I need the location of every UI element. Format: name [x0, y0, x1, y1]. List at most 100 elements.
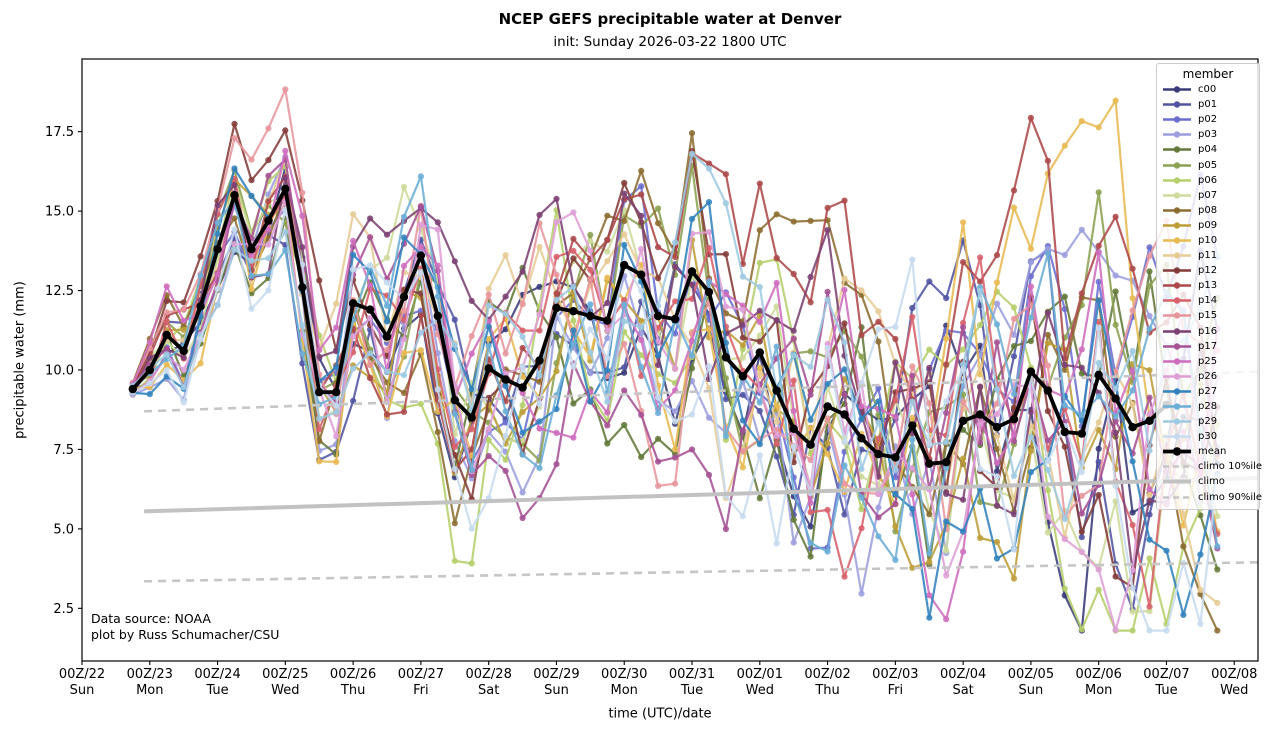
member-p27-marker: [485, 323, 492, 330]
member-p29-marker: [1095, 359, 1102, 366]
member-p25-marker: [909, 491, 916, 498]
member-p29-marker: [672, 239, 679, 246]
member-p13-marker: [638, 191, 645, 198]
member-p01-marker: [1010, 353, 1018, 360]
legend-entry-p17-label: p17: [1198, 340, 1218, 352]
member-c00-marker: [1095, 445, 1102, 452]
member-p26-marker: [502, 370, 509, 377]
legend-entry-p13: p13: [1161, 278, 1255, 293]
member-p14-marker: [621, 297, 628, 304]
member-p12-marker: [621, 179, 628, 187]
member-p25-marker: [553, 429, 560, 436]
member-p26-marker: [722, 303, 730, 310]
member-p29-marker: [502, 310, 509, 317]
legend-entry-p01-label: p01: [1198, 99, 1218, 111]
legend: member c00 p01 p02 p03 p04 p05 p06 p07 p08 p09 p10…: [1156, 63, 1262, 510]
member-p15-marker: [400, 307, 408, 314]
member-p25-marker: [536, 425, 543, 432]
member-p26-marker: [265, 241, 272, 248]
member-p12-marker: [1010, 404, 1018, 411]
member-p09-marker: [824, 440, 831, 447]
member-p04-marker: [655, 435, 662, 442]
legend-entry-p07-label: p07: [1198, 189, 1218, 201]
member-p29-marker: [705, 165, 713, 172]
member-p16-marker: [1061, 361, 1068, 368]
member-p11-marker: [536, 243, 543, 250]
member-p06-marker: [1095, 586, 1102, 593]
member-p17-marker: [1044, 437, 1051, 444]
legend-entry-p15: p15: [1161, 308, 1255, 323]
x-tick-label-day: Sun: [544, 683, 569, 698]
member-p13-marker: [1078, 290, 1085, 297]
member-p30-marker: [1010, 546, 1018, 553]
member-p15-marker: [824, 415, 831, 422]
member-p29-marker: [756, 283, 763, 291]
member-p13-marker: [841, 197, 848, 204]
member-p09-marker: [553, 368, 560, 375]
member-p26-marker: [231, 241, 238, 248]
member-p28-marker: [1044, 250, 1051, 257]
legend-entry-p02-swatch: [1163, 116, 1191, 123]
ensemble-mean-marker: [925, 459, 934, 468]
member-p28-marker: [485, 342, 492, 349]
member-p14-marker: [807, 509, 814, 516]
member-p13-marker: [1044, 157, 1051, 164]
member-p06-marker: [756, 259, 763, 266]
member-p30-marker: [638, 287, 645, 294]
member-p26-marker: [333, 433, 340, 440]
member-p11-marker: [875, 308, 882, 315]
x-tick-label-utc: 00Z/29: [533, 667, 579, 682]
member-p16-marker: [638, 212, 645, 219]
member-p30-marker: [587, 326, 594, 333]
legend-entry-p09-label: p09: [1198, 219, 1218, 231]
member-p25-marker: [333, 324, 340, 331]
member-p27-marker: [333, 364, 340, 371]
legend-entry-p26: p26: [1161, 369, 1255, 384]
member-p13-marker: [265, 198, 272, 205]
ensemble-mean-marker: [721, 353, 731, 362]
member-p29-marker: [807, 363, 814, 370]
member-p28-marker: [1112, 413, 1119, 420]
member-p30-marker: [960, 366, 967, 373]
legend-entry-p01-swatch: [1163, 101, 1191, 108]
member-p12-marker: [417, 290, 424, 297]
member-p30-marker: [841, 439, 848, 446]
ensemble-mean-marker: [620, 260, 629, 270]
member-p25-marker: [282, 147, 289, 154]
member-p25-marker: [790, 407, 797, 415]
legend-entry-climo-10-ile: climo 10%ile: [1161, 459, 1262, 474]
member-p03-marker: [875, 504, 882, 511]
member-p04-marker: [1112, 288, 1119, 295]
member-p08-marker: [451, 520, 458, 527]
member-p16-marker: [502, 293, 509, 300]
y-tick-label: 15.0: [45, 205, 74, 220]
member-p07-marker: [943, 547, 950, 554]
member-p29-marker: [282, 228, 289, 235]
member-p06-marker: [451, 557, 458, 565]
ensemble-mean-marker: [501, 375, 510, 384]
ensemble-mean-marker: [789, 424, 798, 433]
member-p01-marker: [943, 295, 950, 302]
x-tick-label-day: Wed: [1220, 683, 1248, 698]
x-tick-label-day: Thu: [340, 683, 365, 698]
member-p30-marker: [705, 363, 713, 370]
member-p27-marker: [943, 518, 950, 525]
ensemble-mean-marker: [1043, 386, 1053, 395]
member-p26-marker: [655, 338, 662, 345]
member-p27-marker: [841, 366, 848, 373]
legend-entry-p28: p28: [1161, 399, 1255, 414]
member-p25-marker: [1010, 431, 1018, 438]
x-tick-label-day: Sat: [952, 683, 973, 698]
member-p29-marker: [383, 368, 391, 375]
member-p16-marker: [672, 263, 679, 270]
member-p27-marker: [1129, 458, 1136, 465]
member-p15-marker: [621, 340, 628, 347]
legend-entry-p14: p14: [1161, 293, 1255, 308]
member-p13-marker: [1010, 187, 1018, 194]
member-p15-marker: [841, 480, 848, 487]
member-p01-marker: [773, 453, 780, 460]
x-tick-label-utc: 00Z/27: [398, 667, 444, 682]
member-p17-marker: [1061, 418, 1068, 425]
member-p15-marker: [807, 456, 814, 464]
member-p28-marker: [1061, 402, 1068, 409]
